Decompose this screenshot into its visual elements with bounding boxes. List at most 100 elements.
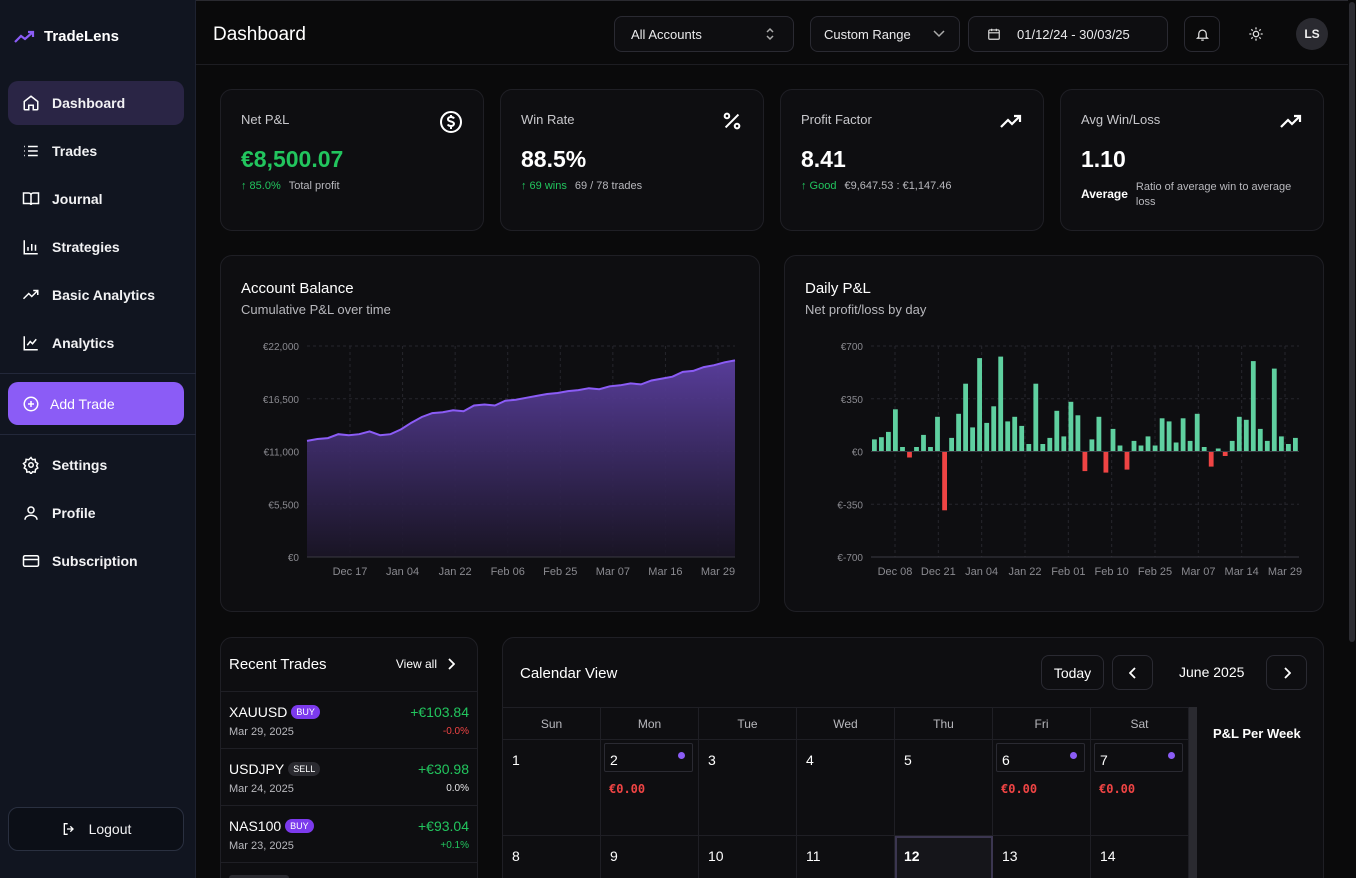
calendar-day[interactable]: 13 — [993, 836, 1091, 878]
daily-pnl-bar — [1152, 445, 1158, 452]
daily-pnl-bar — [1250, 361, 1256, 452]
daily-pnl-bar — [1201, 447, 1207, 452]
trade-row[interactable] — [221, 862, 477, 878]
daily-pnl-bar — [1138, 445, 1144, 452]
stat-title: Profit Factor — [801, 112, 872, 127]
nav-subscription[interactable]: Subscription — [8, 539, 184, 583]
y-tick-label: €5,500 — [268, 500, 299, 511]
view-all-link[interactable]: View all — [396, 657, 455, 671]
chevron-left-icon — [1128, 666, 1136, 679]
calendar-day[interactable]: 10 — [699, 836, 797, 878]
range-select[interactable]: Custom Range — [810, 16, 960, 52]
account-select[interactable]: All Accounts — [614, 16, 794, 52]
nav-basic-analytics[interactable]: Basic Analytics — [8, 273, 184, 317]
trade-row[interactable]: XAUUSD BUY Mar 29, 2025 +€103.84 -0.0% — [221, 691, 477, 748]
trade-symbol-wrap: NAS100 BUY — [229, 818, 314, 834]
today-button[interactable]: Today — [1041, 655, 1104, 690]
trending-up-icon — [22, 289, 39, 300]
nav-label: Settings — [52, 457, 108, 473]
notifications-button[interactable] — [1184, 16, 1220, 52]
trade-pnl: +€30.98 — [418, 761, 469, 777]
chevron-right-icon — [448, 658, 455, 670]
calendar-day[interactable]: 2 €0.00 — [601, 740, 699, 836]
daily-pnl-card: Daily P&L Net profit/loss by day €700 €35… — [784, 255, 1324, 612]
x-tick-label: Mar 29 — [1268, 566, 1302, 578]
trending-up-icon — [1280, 114, 1302, 128]
page-title: Dashboard — [213, 24, 306, 45]
trade-pct: -0.0% — [442, 726, 469, 737]
calendar-day[interactable]: 8 — [503, 836, 601, 878]
logout-button[interactable]: Logout — [8, 807, 184, 851]
nav-journal[interactable]: Journal — [8, 177, 184, 221]
day-pnl: €0.00 — [1001, 782, 1038, 796]
add-trade-button[interactable]: Add Trade — [8, 382, 184, 425]
day-number: 9 — [610, 848, 618, 864]
x-tick-label: Dec 08 — [878, 566, 913, 578]
daily-pnl-bar — [928, 447, 933, 452]
calendar-day[interactable]: 4 — [797, 740, 895, 836]
stat-note: 69 / 78 trades — [574, 180, 643, 192]
user-icon — [24, 506, 38, 520]
x-tick-label: Jan 22 — [439, 566, 472, 578]
prev-month-button[interactable] — [1112, 655, 1153, 690]
calendar-day[interactable]: 6 €0.00 — [993, 740, 1091, 836]
line-chart-icon — [23, 336, 38, 351]
stat-change: ↑ 85.0% — [241, 180, 281, 192]
day-highlight — [996, 743, 1085, 772]
calendar-day[interactable]: 14 — [1091, 836, 1189, 878]
chevron-updown-icon — [766, 27, 774, 41]
sidebar-divider — [0, 373, 196, 374]
nav-analytics[interactable]: Analytics — [8, 321, 184, 365]
theme-toggle[interactable] — [1238, 16, 1274, 52]
date-range-picker[interactable]: 01/12/24 - 30/03/25 — [968, 16, 1168, 52]
trade-row[interactable]: NAS100 BUY Mar 23, 2025 +€93.04 +0.1% — [221, 805, 477, 862]
account-balance-chart: €22,000 €16,500 €11,000 €5,500 €0 Dec 17 Jan 0… — [263, 342, 736, 578]
calendar-day[interactable]: 5 — [895, 740, 993, 836]
brand[interactable]: TradeLens — [14, 28, 119, 45]
daily-pnl-bar — [991, 406, 997, 452]
nav-label: Dashboard — [52, 95, 126, 111]
daily-pnl-bar — [921, 434, 926, 452]
chart-title: Daily P&L — [805, 280, 871, 297]
weekday-header: Thu — [895, 707, 993, 740]
daily-pnl-bar — [1222, 451, 1228, 456]
calendar-day[interactable]: 11 — [797, 836, 895, 878]
stat-sub: Average Ratio of average win to average … — [1081, 180, 1312, 210]
next-month-button[interactable] — [1266, 655, 1307, 690]
daily-pnl-bar — [935, 416, 940, 452]
daily-pnl-bar — [1166, 421, 1172, 452]
trade-pnl: +€93.04 — [418, 818, 469, 834]
daily-pnl-bar — [1012, 416, 1018, 452]
daily-pnl-bar — [886, 431, 891, 452]
x-tick-label: Mar 07 — [596, 566, 630, 578]
balance-line — [306, 359, 736, 442]
daily-pnl-bar — [893, 409, 898, 452]
view-all-label: View all — [395, 657, 437, 671]
stat-sub: ↑ Good €9,647.53 : €1,147.46 — [801, 180, 952, 192]
trade-symbol: USDJPY — [229, 761, 285, 777]
daily-pnl-bar — [1040, 444, 1046, 452]
calendar-day[interactable]: 3 — [699, 740, 797, 836]
nav-dashboard[interactable]: Dashboard — [8, 81, 184, 125]
daily-pnl-bar — [1180, 418, 1186, 452]
calendar-day-today[interactable]: 12 — [895, 836, 993, 878]
nav-settings[interactable]: Settings — [8, 443, 184, 487]
stat-value: 1.10 — [1081, 146, 1126, 172]
x-tick-label: Mar 14 — [1225, 566, 1259, 578]
calendar-day[interactable]: 9 — [601, 836, 699, 878]
calendar-scrollbar[interactable] — [1189, 707, 1197, 878]
stat-title: Avg Win/Loss — [1081, 112, 1161, 127]
nav-trades[interactable]: Trades — [8, 129, 184, 173]
calendar-day[interactable]: 1 — [503, 740, 601, 836]
calendar-day[interactable]: 7 €0.00 — [1091, 740, 1189, 836]
avatar[interactable]: LS — [1296, 18, 1328, 50]
x-tick-label: Dec 17 — [333, 566, 368, 578]
nav-profile[interactable]: Profile — [8, 491, 184, 535]
stat-card-win-rate: Win Rate 88.5% ↑ 69 wins 69 / 78 trades — [500, 89, 764, 231]
page-scrollbar[interactable] — [1349, 2, 1355, 642]
trade-symbol-wrap: XAUUSD BUY — [229, 704, 320, 720]
day-number: 4 — [806, 752, 814, 768]
weekday-header: Sat — [1091, 707, 1189, 740]
trade-row[interactable]: USDJPY SELL Mar 24, 2025 +€30.98 0.0% — [221, 748, 477, 805]
nav-strategies[interactable]: Strategies — [8, 225, 184, 269]
